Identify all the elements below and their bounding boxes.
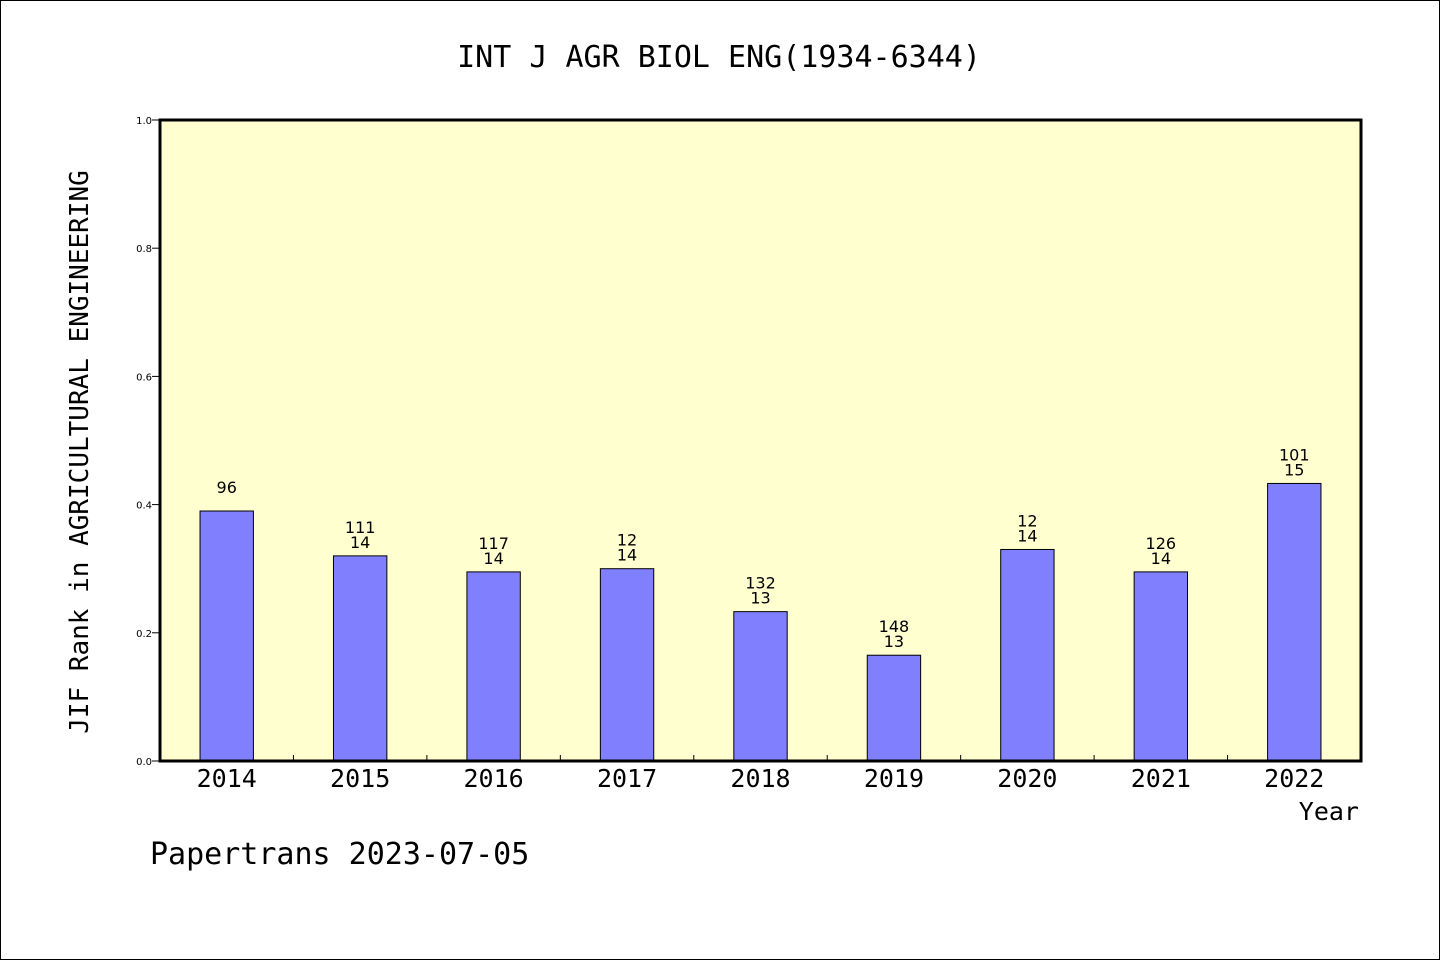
bar bbox=[733, 611, 788, 762]
plot-border bbox=[158, 118, 1363, 763]
bar bbox=[199, 510, 254, 762]
y-tick-label: 0.8 bbox=[136, 244, 152, 255]
bar bbox=[599, 568, 655, 762]
bar-label: 117 bbox=[478, 534, 509, 553]
bar-label: 132 bbox=[745, 574, 776, 593]
y-tick-label: 0.0 bbox=[136, 757, 152, 768]
y-tick-label: 0.2 bbox=[136, 629, 152, 640]
bar-label: 111 bbox=[345, 518, 376, 537]
y-tick-label: 1.0 bbox=[136, 116, 152, 127]
bar bbox=[466, 571, 521, 762]
y-axis-label: JIF Rank in AGRICULTURAL ENGINEERING bbox=[65, 170, 95, 734]
bar-label: 96 bbox=[217, 478, 237, 497]
x-tick-label: 2017 bbox=[597, 764, 657, 793]
x-axis: 2014 2015 2016 2017 2018 2019 2020 2021 2022 bbox=[197, 755, 1324, 793]
bar-label: 13 bbox=[884, 632, 904, 651]
bar-label: 101 bbox=[1279, 445, 1310, 464]
footer-credit: Papertrans 2023-07-05 bbox=[150, 837, 529, 872]
x-tick-label: 2019 bbox=[864, 764, 924, 793]
bar-label: 15 bbox=[1284, 460, 1304, 479]
bar-label: 14 bbox=[350, 533, 370, 552]
x-tick-label: 2022 bbox=[1264, 764, 1324, 793]
x-axis-label: Year bbox=[1299, 797, 1359, 826]
bar-label: 126 bbox=[1146, 534, 1177, 553]
bar-label: 12 bbox=[617, 531, 637, 550]
y-tick-label: 0.6 bbox=[136, 372, 152, 383]
bar-label: 14 bbox=[617, 546, 637, 565]
bar-label: 12 bbox=[1017, 511, 1037, 530]
bar bbox=[866, 654, 922, 762]
bar-label: 14 bbox=[1017, 526, 1037, 545]
x-tick-label: 2015 bbox=[330, 764, 390, 793]
bar bbox=[1000, 548, 1055, 762]
bar bbox=[1133, 571, 1189, 762]
y-axis: 0.0 0.2 0.4 0.6 0.8 1.0 bbox=[136, 116, 160, 768]
bar bbox=[332, 555, 388, 762]
x-tick-label: 2018 bbox=[730, 764, 790, 793]
y-tick-label: 0.4 bbox=[136, 501, 152, 512]
bar-label: 148 bbox=[879, 617, 910, 636]
x-tick-label: 2021 bbox=[1131, 764, 1191, 793]
x-tick-label: 2014 bbox=[197, 764, 257, 793]
bar bbox=[1267, 482, 1322, 762]
bar-label: 14 bbox=[483, 549, 503, 568]
x-tick-label: 2016 bbox=[464, 764, 524, 793]
bar-label: 13 bbox=[750, 589, 770, 608]
x-tick-label: 2020 bbox=[997, 764, 1057, 793]
bar-label: 14 bbox=[1151, 549, 1171, 568]
chart-title: INT J AGR BIOL ENG(1934-6344) bbox=[457, 40, 981, 75]
bars bbox=[199, 482, 1322, 762]
